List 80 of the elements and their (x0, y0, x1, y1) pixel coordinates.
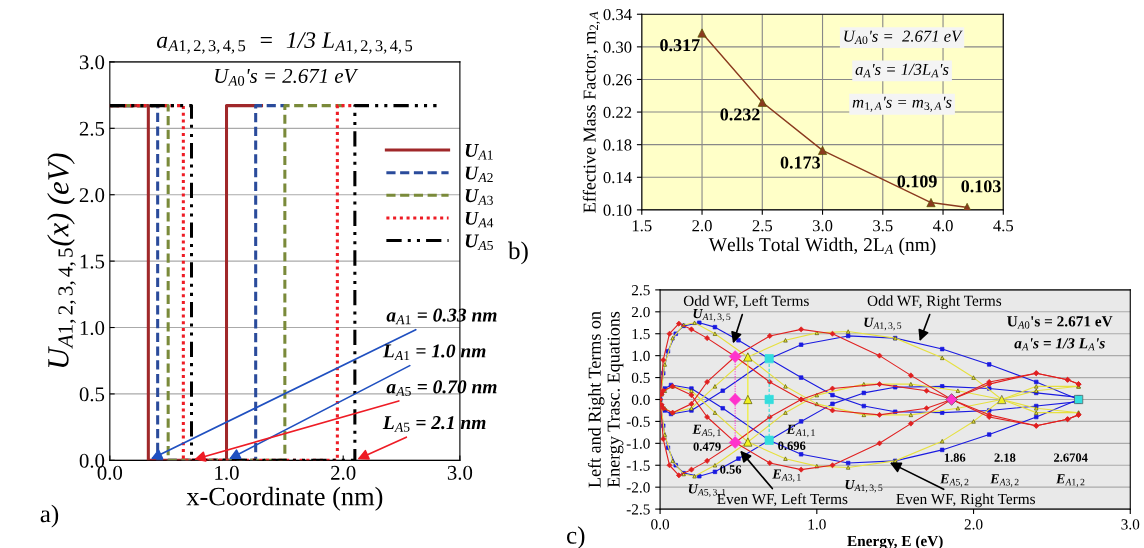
y-tick-label: 2.0 (79, 188, 105, 203)
annotation: E$_{A3,1}$ (772, 469, 801, 482)
y-tick-label: 0.5 (79, 387, 105, 402)
data-label: 0.109 (897, 175, 937, 188)
annotation: 2.6704 (1054, 453, 1088, 462)
legend-label: U$_{A2}$ (465, 166, 493, 183)
legend-label: U$_{A4}$ (465, 211, 494, 228)
x-tick-label: 2.0 (331, 465, 356, 480)
y-tick-label: 0.5 (631, 372, 650, 384)
x-tick-label: 3.0 (1121, 519, 1140, 530)
y-tick-label: -2.0 (626, 482, 650, 493)
x-axis-title: Wells Total Width, 2L$_{A}$ (nm) (708, 237, 936, 256)
legend-label: U$_{A5}$ (465, 234, 493, 251)
annotation: a$_{A}$'s = 1/3L$_{A}$'s (855, 63, 949, 78)
y-tick-label: 3.0 (79, 55, 105, 70)
y-tick-label: 1.5 (80, 254, 105, 269)
y-tick-label: 2.5 (79, 121, 105, 136)
y-axis-title: Left and Right Terms on Energy Trasc. Equations (587, 311, 624, 488)
x-tick-label: 2.5 (752, 220, 773, 232)
annotation: L$_{A5}$ = 2.1 nm (382, 416, 486, 432)
x-tick-label: 4.5 (993, 220, 1014, 232)
annotation: m$_{1,A}$'s = m$_{3,A}$'s (852, 96, 952, 112)
annotation: U$_{A1,3,5}$ (864, 317, 902, 331)
x-tick-label: 0.0 (651, 519, 670, 530)
y-tick-label: -1.0 (626, 438, 650, 449)
y-tick-label: -0.5 (626, 416, 650, 427)
annotation: U$_{A0}$'s = 2.671 eV (1007, 316, 1113, 329)
data-label: 0.103 (961, 180, 1001, 193)
y-tick-label: 2.5 (631, 285, 650, 296)
y-tick-label: 0.26 (603, 74, 632, 86)
chart-title: a$_{A1,2,3,4,5}$ = 1/3 L$_{A1,2,3,4,5}$ (157, 32, 413, 54)
legend-label: U$_{A3}$ (465, 189, 493, 205)
text: a) (40, 504, 59, 528)
y-axis-title: U$_{A1,2,3,4,5}$(x) (eV) (47, 153, 76, 368)
text: b) (508, 241, 528, 265)
legend-label: U$_{A1}$ (465, 144, 493, 160)
text: c) (567, 526, 585, 548)
y-tick-label: 0.34 (603, 8, 632, 21)
x-tick-label: 3.0 (812, 220, 833, 232)
annotation: E$_{A5,1}$ (692, 424, 721, 438)
x-tick-label: 2.0 (692, 220, 712, 232)
y-tick-label: 1.0 (80, 320, 105, 336)
annotation: Odd WF, Right Terms (867, 295, 1002, 310)
x-tick-label: 1.0 (808, 519, 826, 530)
data-label: 0.173 (780, 156, 821, 169)
annotation: U$_{A0}$'s = 2.671 eV (844, 30, 963, 45)
data-label: 0.317 (660, 39, 700, 52)
annotation: 0.56 (720, 465, 742, 474)
annotation: Even WF, Right Terms (896, 493, 1036, 508)
annotation: a$_{A}$'s = 1/3 L$_{A}$'s (1014, 338, 1105, 351)
y-tick-label: 0.10 (603, 204, 632, 216)
annotation: 0.479 (693, 442, 721, 451)
y-tick-label: -2.5 (626, 504, 650, 515)
x-tick-label: 1.0 (215, 465, 239, 480)
annotation: E$_{A3,2}$ (990, 474, 1019, 487)
annotation: Odd WF, Left Terms (683, 295, 809, 309)
y-tick-label: 0.22 (603, 106, 632, 119)
annotation: U$_{A0}$'s = 2.671 eV (215, 68, 359, 86)
annotation: U$_{A1,3,5}$ (845, 479, 883, 493)
y-tick-label: 1.0 (632, 350, 650, 362)
y-tick-label: -1.5 (626, 460, 650, 471)
annotation: 1.86 (944, 453, 966, 462)
x-tick-label: 3.0 (447, 465, 473, 480)
y-tick-label: 0.30 (603, 41, 632, 53)
annotation: E$_{A5,2}$ (939, 474, 969, 487)
x-tick-label: 2.0 (964, 519, 983, 530)
x-tick-label: 4.0 (932, 220, 953, 232)
annotation: L$_{A1}$ = 1.0 nm (382, 344, 486, 361)
y-axis-title: Effective Mass Factor, m$_{2,A}$ (582, 11, 600, 213)
annotation: E$_{A1,2}$ (1055, 474, 1085, 487)
x-tick-label: 3.5 (873, 220, 893, 232)
annotation: U$_{A1,3,5}$ (693, 309, 731, 322)
y-tick-label: 0.0 (631, 394, 650, 406)
x-axis-title: x-Coordinate (nm) (186, 486, 383, 511)
y-tick-label: 0.18 (603, 139, 632, 151)
y-tick-label: 1.5 (632, 328, 650, 340)
data-label: 0.232 (720, 108, 760, 121)
y-tick-label: 2.0 (631, 306, 650, 318)
annotation: 2.18 (994, 453, 1016, 462)
y-tick-label: 0.14 (603, 171, 632, 184)
